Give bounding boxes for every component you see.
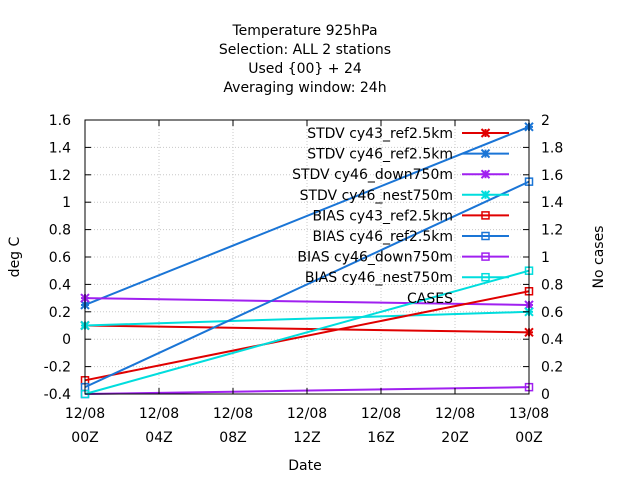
y2-tick-label: 0 bbox=[541, 387, 550, 403]
y2-axis-label: No cases bbox=[591, 226, 607, 289]
legend-marker bbox=[480, 169, 491, 179]
legend: STDV cy43_ref2.5km STDV cy46_ref2.5km STDV… bbox=[292, 126, 509, 307]
series-line bbox=[84, 269, 530, 395]
marker-stroke bbox=[480, 128, 491, 138]
marker-stroke bbox=[481, 272, 490, 282]
x-tick-label-date: 12/08 bbox=[65, 406, 105, 422]
legend-marker bbox=[481, 231, 490, 241]
marker-stroke bbox=[481, 231, 490, 241]
title-line: Averaging window: 24h bbox=[223, 80, 386, 96]
series-line bbox=[84, 125, 530, 306]
y2-tick-label: 1 bbox=[541, 250, 550, 266]
y-tick-label: 1 bbox=[62, 195, 71, 211]
legend-marker bbox=[480, 190, 491, 200]
x-tick-label-hour: 00Z bbox=[515, 430, 542, 446]
y-axis-label: deg C bbox=[7, 236, 23, 277]
series-line bbox=[84, 180, 530, 389]
legend-marker bbox=[480, 128, 491, 138]
x-axis-label: Date bbox=[288, 458, 321, 474]
legend-label: BIAS cy46_down750m bbox=[297, 250, 453, 266]
y2-tick-label: 1.4 bbox=[541, 195, 563, 211]
y2-tick-label: 0.8 bbox=[541, 277, 563, 293]
x-tick-label-hour: 16Z bbox=[367, 430, 394, 446]
y2-tick-label: 0.6 bbox=[541, 305, 563, 321]
x-tick-label-hour: 12Z bbox=[293, 430, 320, 446]
y-tick-label: -0.4 bbox=[44, 387, 71, 403]
y-tick-label: -0.2 bbox=[44, 360, 71, 376]
x-tick-label-hour: 00Z bbox=[71, 430, 98, 446]
y-tick-label: 0.4 bbox=[49, 277, 71, 293]
x-tick-label-date: 12/08 bbox=[139, 406, 179, 422]
x-tick-label-date: 13/08 bbox=[509, 406, 549, 422]
legend-label: BIAS cy46_nest750m bbox=[305, 270, 453, 286]
y-tick-label: 0.2 bbox=[49, 305, 71, 321]
series-line bbox=[84, 297, 530, 306]
title-line: Selection: ALL 2 stations bbox=[219, 42, 391, 58]
marker-stroke bbox=[481, 211, 490, 220]
y-tick-label: 1.4 bbox=[49, 140, 71, 156]
y-tick-label: 0.8 bbox=[49, 223, 71, 239]
legend-label: CASES bbox=[407, 291, 453, 307]
marker-stroke bbox=[480, 169, 491, 179]
legend-marker bbox=[481, 252, 490, 261]
x-tick-label-date: 12/08 bbox=[361, 406, 401, 422]
y2-tick-label: 1.2 bbox=[541, 223, 563, 239]
x-tick-label-hour: 04Z bbox=[145, 430, 172, 446]
marker-stroke bbox=[480, 190, 491, 200]
title-line: Used {00} + 24 bbox=[248, 61, 362, 77]
x-tick-label-hour: 20Z bbox=[441, 430, 468, 446]
title-line: Temperature 925hPa bbox=[231, 23, 377, 39]
y-tick-label: 0 bbox=[62, 332, 71, 348]
legend-label: STDV cy43_ref2.5km bbox=[307, 126, 453, 142]
y-tick-label: 1.2 bbox=[49, 168, 71, 184]
y2-tick-label: 2 bbox=[541, 113, 550, 129]
legend-marker bbox=[480, 148, 491, 159]
x-tick-label-date: 12/08 bbox=[213, 406, 253, 422]
x-tick-label-hour: 08Z bbox=[219, 430, 246, 446]
x-tick-label-date: 12/08 bbox=[435, 406, 475, 422]
legend-label: STDV cy46_nest750m bbox=[300, 188, 453, 204]
legend-label: BIAS cy46_ref2.5km bbox=[313, 229, 453, 245]
legend-marker bbox=[481, 272, 490, 282]
chart-title: Temperature 925hPa Selection: ALL 2 stati… bbox=[219, 23, 391, 96]
y2-tick-label: 1.8 bbox=[541, 140, 563, 156]
legend-marker bbox=[481, 211, 490, 220]
y2-tick-label: 1.6 bbox=[541, 168, 563, 184]
y-tick-label: 0.6 bbox=[49, 250, 71, 266]
y2-tick-label: 0.2 bbox=[541, 360, 563, 376]
series-line bbox=[84, 290, 530, 382]
series-line bbox=[84, 324, 530, 334]
legend-label: STDV cy46_ref2.5km bbox=[307, 147, 453, 163]
legend-label: BIAS cy43_ref2.5km bbox=[313, 208, 453, 224]
legend-label: STDV cy46_down750m bbox=[292, 167, 453, 183]
axis-ticks: -0.4 -0.2 0 0.2 0.4 0.6 0.8 1 1.2 1.4 1.6 0 0.2 0.4 0.… bbox=[44, 113, 564, 446]
marker-stroke bbox=[480, 148, 491, 159]
x-tick-label-date: 12/08 bbox=[287, 406, 327, 422]
y-tick-label: 1.6 bbox=[49, 113, 71, 129]
series-line bbox=[84, 310, 530, 327]
marker-stroke bbox=[481, 252, 490, 261]
y2-tick-label: 0.4 bbox=[541, 332, 563, 348]
